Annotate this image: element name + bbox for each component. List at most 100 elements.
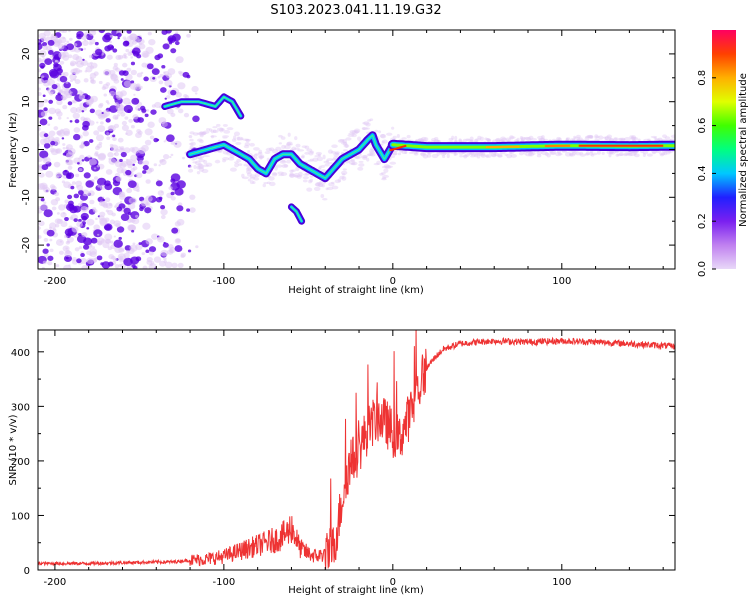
spectrogram-cell <box>143 76 149 82</box>
spectrogram-cell <box>88 30 97 36</box>
spectrogram-cell <box>68 264 71 267</box>
spectrogram-cell <box>189 131 195 135</box>
spectrogram-cell <box>97 184 101 188</box>
snr-x-ticks: -200 -100 0 100 <box>44 330 664 588</box>
spectrogram-cell <box>590 153 595 157</box>
spectrogram-cell <box>109 90 116 97</box>
spectrogram-cell <box>365 122 371 127</box>
spectrogram-cell <box>487 138 492 142</box>
spectrogram-cell <box>281 164 289 169</box>
spectrogram-cell <box>309 158 314 161</box>
colorbar-tick-label: 0.0 <box>697 261 708 277</box>
spectrogram-cell <box>84 39 87 42</box>
spectrogram-cell <box>42 45 49 51</box>
spectrogram-cell <box>43 209 53 218</box>
spectrogram-cell <box>339 175 345 180</box>
spectrogram-cell <box>289 173 295 178</box>
spectrogram-cell <box>136 189 140 193</box>
spectrogram-cell <box>630 136 637 141</box>
spectrogram-cell <box>101 111 104 114</box>
spectrogram-cell <box>126 67 132 72</box>
spectrogram-cell <box>584 136 590 141</box>
spectrogram-cell <box>158 80 164 85</box>
spectrogram-cell <box>195 156 203 160</box>
spectrogram-cell <box>40 198 45 202</box>
y-tick-label: 300 <box>11 402 30 413</box>
spectrogram-cell <box>153 137 159 143</box>
spectrogram-cell <box>178 70 182 74</box>
spectrogram-cell <box>50 198 59 206</box>
spectrogram-cell <box>56 99 63 106</box>
spectrogram-cell <box>73 43 78 47</box>
spectrogram-cell <box>520 137 526 142</box>
spectrogram-cell <box>110 74 119 82</box>
spectrogram-cell <box>321 183 325 188</box>
spectrogram-cell <box>41 41 48 47</box>
spectrogram-cell <box>113 239 123 248</box>
spectrogram-cell <box>253 153 258 158</box>
spectrogram-cell <box>286 141 292 146</box>
spectrogram-cell <box>77 157 81 160</box>
spectrogram-cell <box>386 165 394 169</box>
spectrogram-cell <box>75 55 83 63</box>
spectrogram-cell <box>48 130 56 137</box>
spectrogram-cell <box>98 152 106 160</box>
spectrogram-cell <box>308 179 313 184</box>
spectrogram-cell <box>124 116 129 120</box>
spectrogram-cell <box>105 100 109 103</box>
spectrogram-cell <box>258 151 263 155</box>
spectrogram-cell <box>160 249 169 257</box>
spectrogram-cell <box>469 136 474 142</box>
spectrogram-cell <box>361 126 368 130</box>
spectrogram-cell <box>391 152 398 156</box>
spectrogram-cell <box>198 167 205 172</box>
spectrogram-cell <box>85 180 94 188</box>
spectrogram-cell <box>357 136 362 141</box>
spectrogram-cell <box>392 135 397 139</box>
spectrogram-cell <box>47 50 54 55</box>
spectrogram-cell <box>70 68 78 75</box>
spectrogram-cell <box>176 180 186 189</box>
spectrogram-cell <box>441 154 446 159</box>
spectrogram-cell <box>263 181 269 185</box>
spectrogram-cell <box>279 160 287 164</box>
spectrogram-cell <box>116 226 125 233</box>
spectrogram-cell <box>380 171 386 175</box>
spectrogram-cell <box>306 148 313 152</box>
spectrogram-cell <box>53 161 61 168</box>
spectrogram-cell <box>268 147 275 152</box>
spectrogram-cell <box>38 226 41 231</box>
spectrogram-cell <box>72 78 77 81</box>
spectrogram-cell <box>500 136 506 141</box>
spectrogram-cell <box>504 153 508 156</box>
spectrogram-cell <box>38 59 43 63</box>
spectrogram-cell <box>296 175 302 179</box>
spectrogram-cell <box>192 115 200 123</box>
spectrogram-cell <box>309 175 314 178</box>
spectrogram-cell <box>589 135 594 139</box>
spectrogram-cell <box>601 151 605 155</box>
spectrogram-x-label: Height of straight line (km) <box>288 285 424 296</box>
spectrogram-cell <box>126 250 130 254</box>
spectrogram-cell <box>116 32 122 38</box>
spectrogram-cell <box>60 128 64 132</box>
spectrogram-cell <box>587 134 594 139</box>
spectrogram-cell <box>497 153 503 158</box>
spectrogram-cell <box>569 152 574 157</box>
spectrogram-cell <box>153 256 162 263</box>
spectrogram-cell <box>93 71 99 76</box>
spectrogram-cell <box>117 55 124 60</box>
spectrogram-cell <box>130 167 136 172</box>
spectrogram-cell <box>67 54 73 59</box>
spectrogram-cell <box>589 151 593 156</box>
spectrogram-cell <box>56 111 63 117</box>
spectrogram-cell <box>392 151 398 156</box>
spectrogram-cell <box>628 152 633 157</box>
spectrogram-cell <box>243 163 248 167</box>
spectrogram-cell <box>222 157 230 161</box>
spectrogram-cell <box>199 155 205 159</box>
spectrogram-cell <box>131 217 140 225</box>
spectrogram-cell <box>41 75 45 79</box>
spectrogram-cell <box>302 176 309 180</box>
